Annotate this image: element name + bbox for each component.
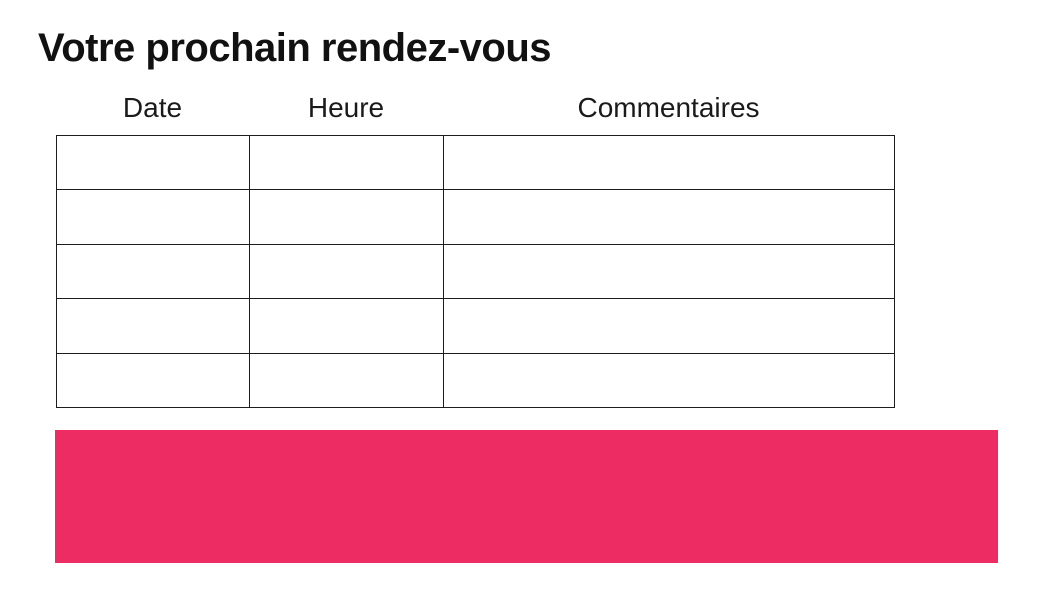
table-row [56,352,895,409]
table-cell [249,134,444,191]
column-header-commentaires: Commentaires [577,92,760,123]
table-cell [443,189,895,245]
table-cell [249,189,444,245]
table-cell [443,134,895,191]
table-column-headers: Date Heure Commentaires [0,91,1050,125]
column-header-date: Date [122,92,183,123]
table-row [56,298,895,354]
table-cell [443,352,895,409]
table-cell [56,352,250,409]
table-cell [249,298,444,354]
table-cell [249,243,444,300]
page-title: Votre prochain rendez-vous [38,26,552,70]
table-cell [443,298,895,354]
table-row [56,189,895,245]
table-cell [56,298,250,354]
table-cell [249,352,444,409]
table-row [56,134,895,191]
column-header-heure: Heure [307,92,385,123]
appointments-table-body [56,134,895,409]
table-cell [56,189,250,245]
table-cell [56,134,250,191]
pink-banner [55,430,998,563]
appointments-table [56,134,895,409]
table-cell [56,243,250,300]
table-cell [443,243,895,300]
table-row [56,243,895,300]
